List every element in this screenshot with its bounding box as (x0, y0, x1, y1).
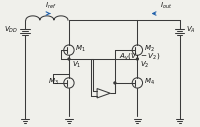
Text: $M_4$: $M_4$ (144, 77, 155, 87)
Text: $M_3$: $M_3$ (48, 77, 59, 87)
Circle shape (136, 58, 138, 60)
Text: $I_{ref}$: $I_{ref}$ (45, 1, 56, 11)
Circle shape (68, 58, 70, 60)
Text: $M_1$: $M_1$ (75, 44, 86, 54)
Text: $M_2$: $M_2$ (144, 44, 155, 54)
Text: $I_{out}$: $I_{out}$ (160, 1, 172, 11)
Text: $V_1$: $V_1$ (72, 60, 81, 70)
Text: $V_2$: $V_2$ (140, 60, 150, 70)
Text: $V_A$: $V_A$ (186, 24, 196, 35)
Text: $A_v(V_1-V_2)$: $A_v(V_1-V_2)$ (119, 51, 160, 61)
Text: $V_{DD}$: $V_{DD}$ (4, 24, 18, 35)
Circle shape (114, 82, 116, 84)
